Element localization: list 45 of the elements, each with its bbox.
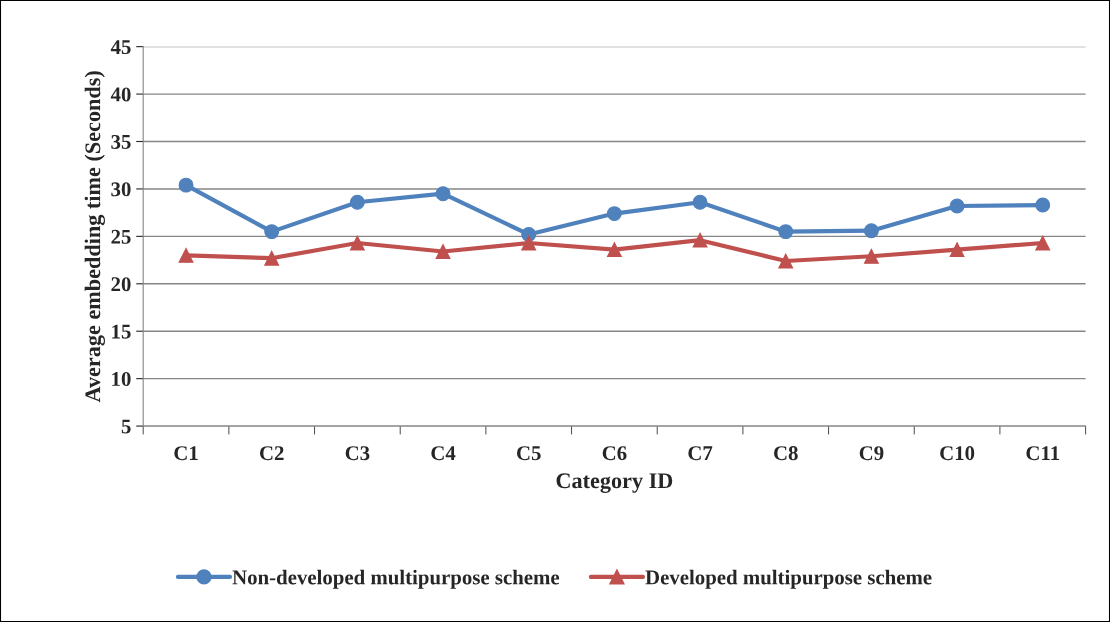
x-tick-label: C4 <box>431 446 456 461</box>
y-tick-label: 25 <box>111 229 131 244</box>
point <box>606 206 622 222</box>
point <box>349 235 365 251</box>
point <box>435 244 451 259</box>
legend-label: Developed multipurpose scheme <box>645 569 932 589</box>
x-tick-label: C5 <box>517 446 541 461</box>
x-tick-label: C3 <box>345 446 370 461</box>
y-tick-label: 5 <box>121 419 131 434</box>
point <box>349 194 365 210</box>
x-tick-label: C11 <box>1026 446 1060 461</box>
point <box>178 247 194 263</box>
point <box>778 224 794 240</box>
point <box>1035 197 1051 213</box>
point <box>778 253 794 269</box>
y-tick-label: 40 <box>110 87 131 102</box>
point <box>606 242 622 258</box>
x-tick-label: C1 <box>174 446 198 461</box>
y-axis-title: Average embedding time (Seconds) <box>84 71 105 403</box>
y-tick-label: 35 <box>111 134 131 149</box>
x-tick-label: C9 <box>859 446 884 461</box>
y-tick-label: 45 <box>110 40 131 55</box>
point <box>264 224 280 240</box>
point <box>949 198 965 214</box>
point <box>692 194 708 210</box>
point <box>863 223 879 239</box>
legend-label: Non-developed multipurpose scheme <box>232 569 560 589</box>
x-tick-label: C7 <box>688 446 713 461</box>
x-tick-label: C6 <box>602 446 627 461</box>
point <box>521 235 537 251</box>
point <box>949 242 965 258</box>
point <box>692 232 708 248</box>
x-axis-title: Category ID <box>556 473 673 493</box>
x-tick-label: C10 <box>940 446 975 461</box>
point <box>264 250 280 266</box>
x-tick-label: C2 <box>259 446 284 461</box>
point <box>178 177 194 193</box>
y-tick-label: 30 <box>111 182 131 197</box>
point <box>1035 235 1051 251</box>
y-tick-label: 10 <box>112 372 131 387</box>
x-tick-label: C8 <box>774 446 798 461</box>
point <box>435 186 451 202</box>
y-tick-label: 15 <box>112 324 131 339</box>
point <box>863 248 879 264</box>
y-tick-label: 20 <box>111 277 131 292</box>
